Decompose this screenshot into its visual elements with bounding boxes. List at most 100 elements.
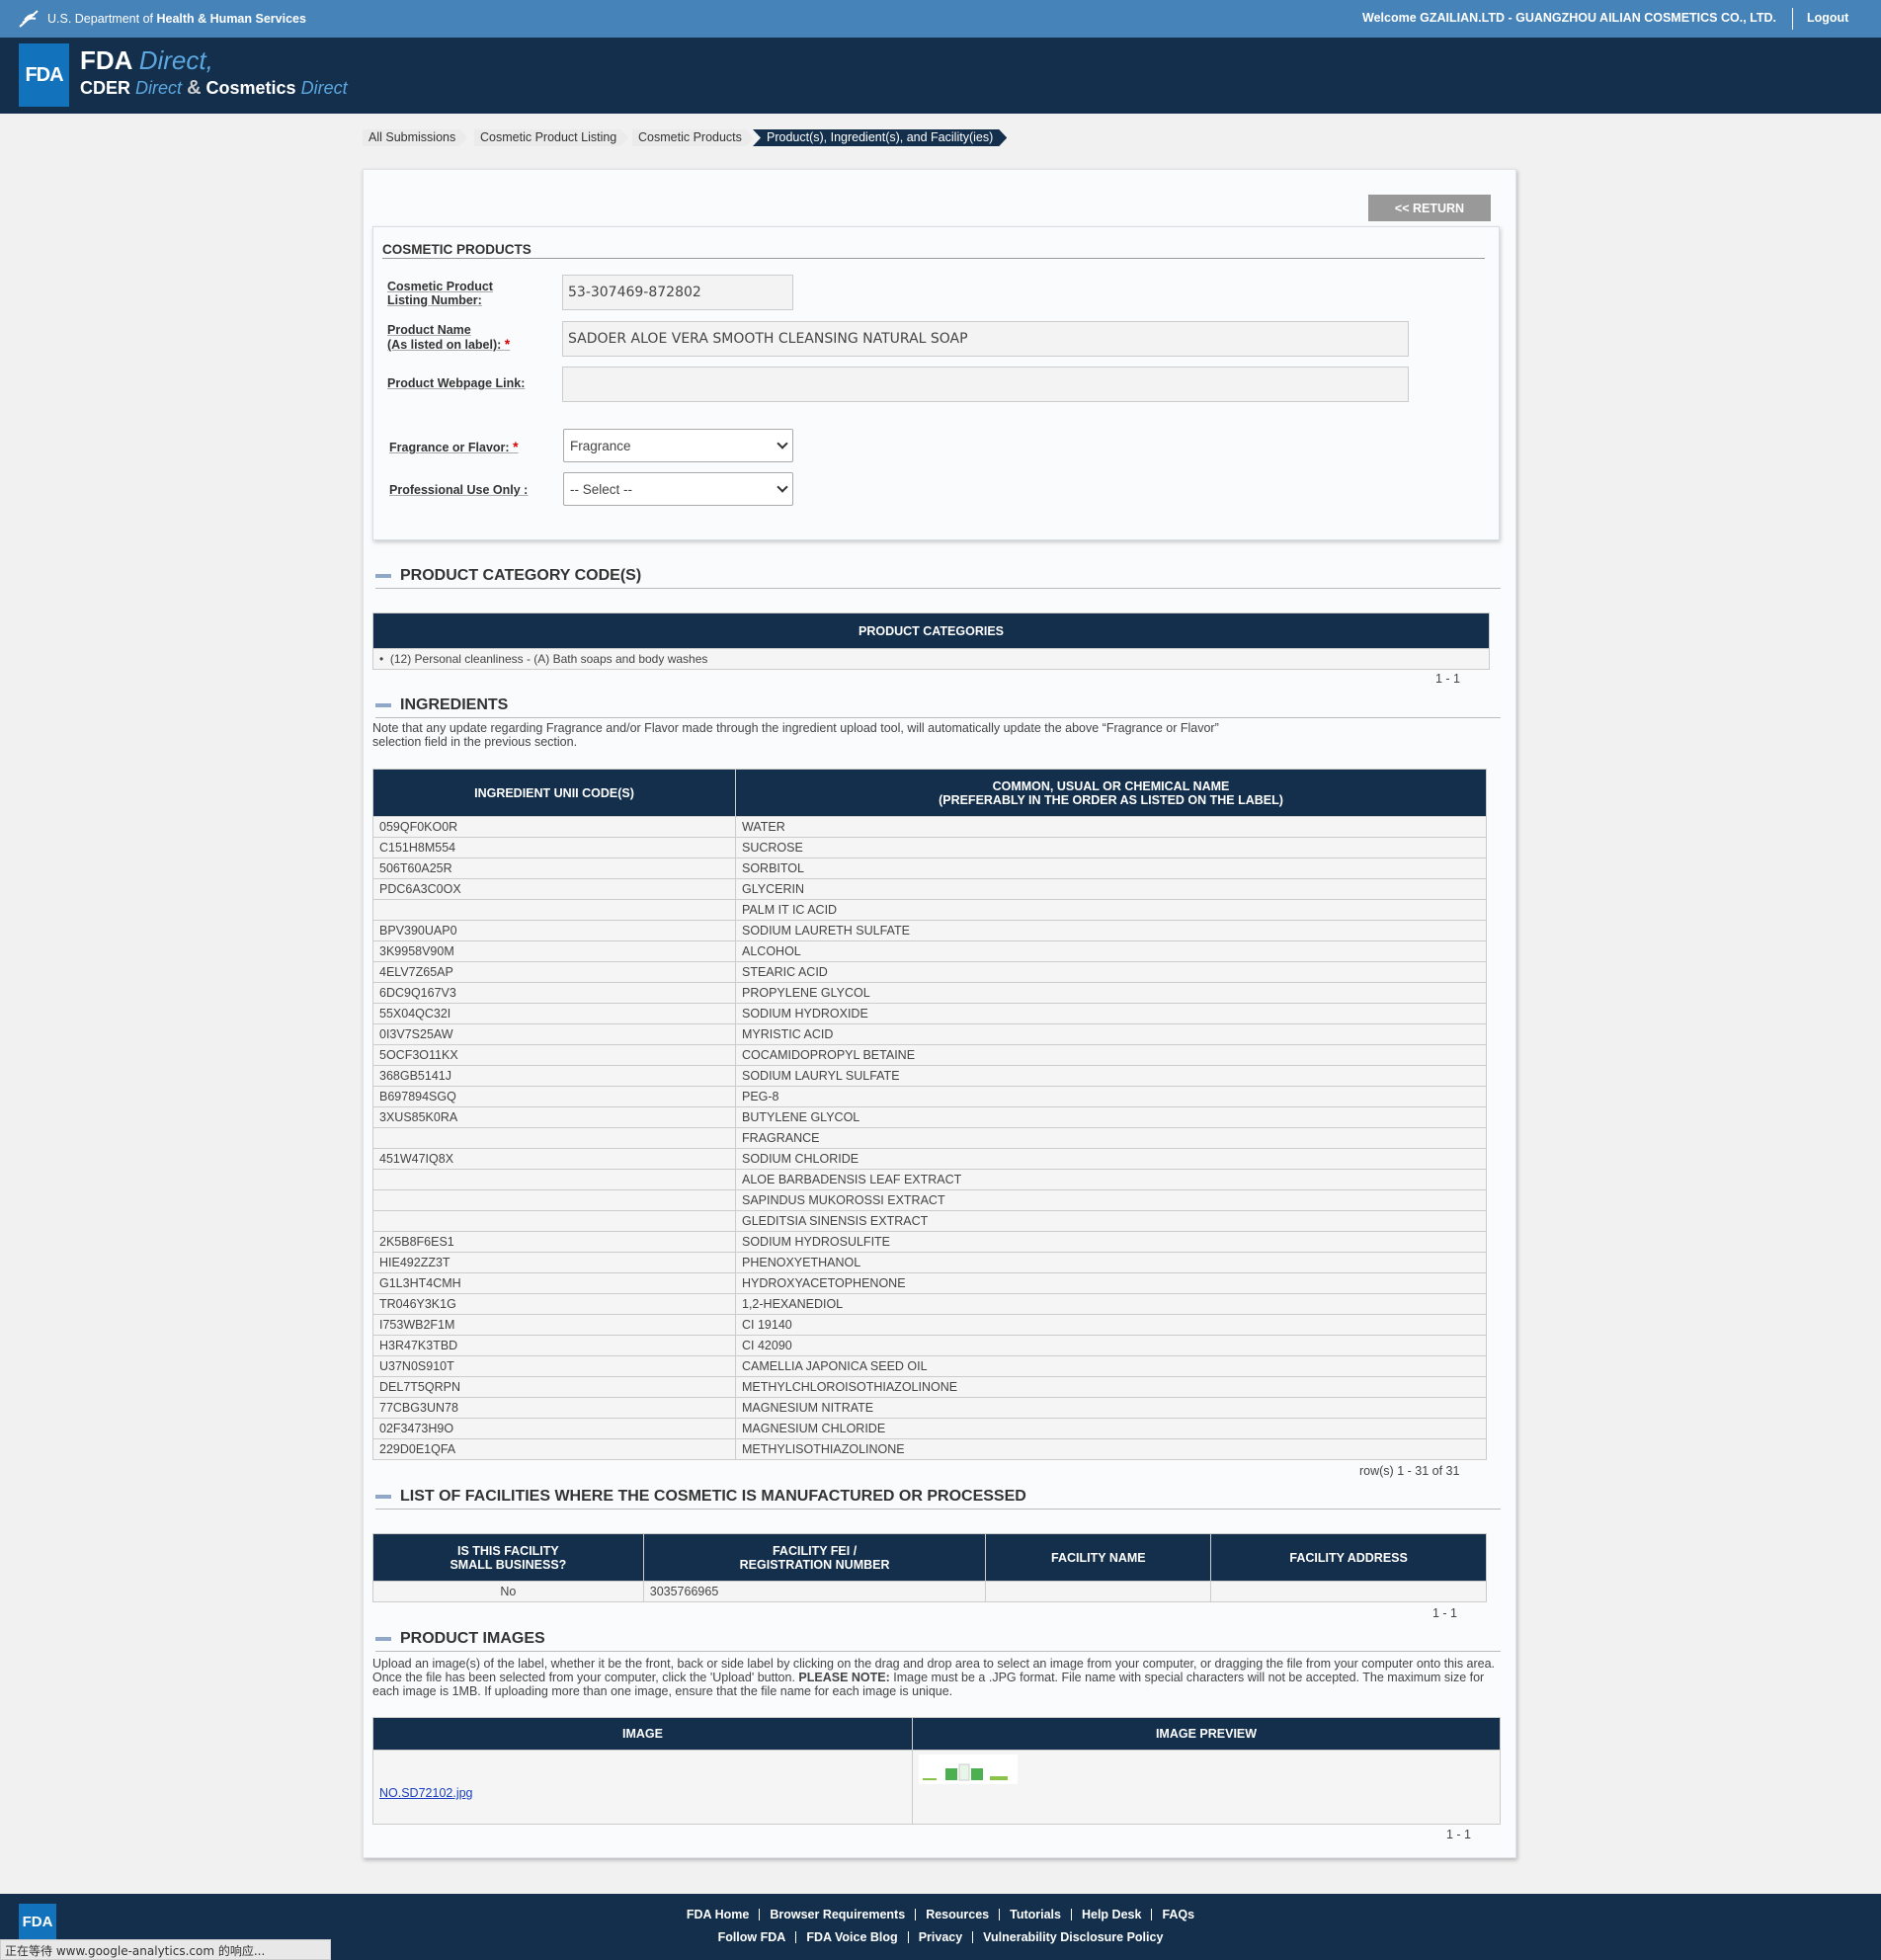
table-cell: 6DC9Q167V3 xyxy=(372,982,736,1004)
table-cell: SODIUM HYDROSULFITE xyxy=(735,1231,1487,1253)
table-cell: 2K5B8F6ES1 xyxy=(372,1231,736,1253)
footer-link[interactable]: Privacy xyxy=(907,1931,972,1943)
table-row: DEL7T5QRPN METHYLCHLOROISOTHIAZOLINONE xyxy=(372,1376,1487,1398)
breadcrumb-item[interactable]: Cosmetic Product Listing xyxy=(474,129,628,146)
images-table: IMAGE IMAGE PREVIEW NO.SD72102.jpg xyxy=(372,1717,1501,1825)
label-line: (As listed on label): xyxy=(387,338,502,352)
table-row: BPV390UAP0 SODIUM LAURETH SULFATE xyxy=(372,920,1487,941)
table-cell xyxy=(372,1169,736,1190)
footer-link[interactable]: Resources xyxy=(915,1909,999,1920)
table-header: FACILITY ADDRESS xyxy=(1210,1533,1487,1582)
footer-link[interactable]: Tutorials xyxy=(999,1909,1071,1920)
field-label: Product Webpage Link: xyxy=(387,376,526,390)
table-cell: PHENOXYETHANOL xyxy=(735,1252,1487,1273)
table-cell: PEG-8 xyxy=(735,1086,1487,1107)
logout-link[interactable]: Logout xyxy=(1807,11,1849,25)
table-cell xyxy=(372,1189,736,1211)
table-header: PRODUCT CATEGORIES xyxy=(372,612,1490,649)
table-cell: 0I3V7S25AW xyxy=(372,1023,736,1045)
table-cell: 77CBG3UN78 xyxy=(372,1397,736,1419)
footer-link[interactable]: Follow FDA xyxy=(717,1930,786,1944)
table-cell: 506T60A25R xyxy=(372,858,736,879)
table-cell: 5OCF3O11KX xyxy=(372,1044,736,1066)
webpage-link-field[interactable] xyxy=(562,367,1409,402)
professional-use-select[interactable]: -- Select -- xyxy=(563,472,793,506)
table-row: 229D0E1QFA METHYLISOTHIAZOLINONE xyxy=(372,1438,1487,1460)
table-row: 5OCF3O11KX COCAMIDOPROPYL BETAINE xyxy=(372,1044,1487,1066)
fda-direct: Direct, xyxy=(138,45,213,75)
agency-name: Health & Human Services xyxy=(156,12,306,26)
cder-text: CDER xyxy=(80,78,131,98)
table-row: 4ELV7Z65AP STEARIC ACID xyxy=(372,961,1487,983)
table-cell: SODIUM CHLORIDE xyxy=(735,1148,1487,1170)
table-cell: METHYLISOTHIAZOLINONE xyxy=(735,1438,1487,1460)
file-link[interactable]: NO.SD72102.jpg xyxy=(379,1786,473,1800)
product-name-field[interactable]: SADOER ALOE VERA SMOOTH CLEANSING NATURA… xyxy=(562,321,1409,357)
images-instructions: Upload an image(s) of the label, whether… xyxy=(372,1657,1503,1698)
footer: FDA FDA Home Browser Requirements Resource… xyxy=(0,1894,1881,1960)
table-header: IMAGE PREVIEW xyxy=(912,1717,1501,1751)
table-cell xyxy=(912,1750,1501,1825)
header-line: IS THIS FACILITY xyxy=(456,1543,559,1558)
table-row: TR046Y3K1G 1,2-HEXANEDIOL xyxy=(372,1293,1487,1315)
table-cell: 451W47IQ8X xyxy=(372,1148,736,1170)
table-row: 77CBG3UN78 MAGNESIUM NITRATE xyxy=(372,1397,1487,1419)
section-header: PRODUCT IMAGES xyxy=(375,1630,1501,1652)
category-table: PRODUCT CATEGORIES • (12) Personal clean… xyxy=(372,612,1490,670)
pager: 1 - 1 xyxy=(1446,1828,1472,1841)
table-row: 0I3V7S25AW MYRISTIC ACID xyxy=(372,1023,1487,1045)
table-cell: SODIUM LAURETH SULFATE xyxy=(735,920,1487,941)
table-row: H3R47K3TBD CI 42090 xyxy=(372,1335,1487,1356)
table-cell: ALOE BARBADENSIS LEAF EXTRACT xyxy=(735,1169,1487,1190)
table-row: PALM IT IC ACID xyxy=(372,899,1487,921)
cder-direct: Direct xyxy=(135,78,183,98)
table-cell: GLYCERIN xyxy=(735,878,1487,900)
footer-link[interactable]: FDA Voice Blog xyxy=(795,1931,907,1943)
fragrance-select[interactable]: Fragrance xyxy=(563,429,793,462)
table-cell: PALM IT IC ACID xyxy=(735,899,1487,921)
breadcrumb-item[interactable]: All Submissions xyxy=(363,129,467,146)
hhs-logo xyxy=(19,10,39,28)
table-cell: 368GB5141J xyxy=(372,1065,736,1087)
table-cell: TR046Y3K1G xyxy=(372,1293,736,1315)
table-row: 3XUS85K0RA BUTYLENE GLYCOL xyxy=(372,1106,1487,1128)
table-cell: PDC6A3C0OX xyxy=(372,878,736,900)
text: Image must be a .JPG format. File name w… xyxy=(372,1671,1485,1698)
status-bar: 正在等待 www.google-analytics.com 的响应... xyxy=(0,1939,331,1960)
field-label: Product Name (As listed on label): * xyxy=(387,323,510,352)
table-cell: 1,2-HEXANEDIOL xyxy=(735,1293,1487,1315)
table-header: IMAGE xyxy=(372,1717,913,1751)
table-cell: SAPINDUS MUKOROSSI EXTRACT xyxy=(735,1189,1487,1211)
table-row: No 3035766965 xyxy=(372,1581,1487,1602)
footer-link[interactable]: FAQs xyxy=(1151,1909,1204,1920)
breadcrumb-item[interactable]: Cosmetic Products xyxy=(632,129,754,146)
cosmetics-direct: Direct xyxy=(300,78,348,98)
footer-link[interactable]: Help Desk xyxy=(1070,1909,1151,1920)
table-cell: SODIUM LAURYL SULFATE xyxy=(735,1065,1487,1087)
table-row: 6DC9Q167V3 PROPYLENE GLYCOL xyxy=(372,982,1487,1004)
return-button[interactable]: << RETURN xyxy=(1368,195,1491,221)
header-line: REGISTRATION NUMBER xyxy=(739,1557,890,1572)
table-cell: MAGNESIUM NITRATE xyxy=(735,1397,1487,1419)
footer-link[interactable]: Browser Requirements xyxy=(759,1909,915,1920)
table-cell: 02F3473H9O xyxy=(372,1418,736,1439)
footer-logo: FDA xyxy=(19,1904,56,1940)
table-cell: PROPYLENE GLYCOL xyxy=(735,982,1487,1004)
note-label: PLEASE NOTE: xyxy=(798,1671,890,1684)
table-cell: • (12) Personal cleanliness - (A) Bath s… xyxy=(372,648,1490,670)
table-cell: 55X04QC32I xyxy=(372,1003,736,1024)
table-cell: B697894SGQ xyxy=(372,1086,736,1107)
table-row: 506T60A25R SORBITOL xyxy=(372,858,1487,879)
table-row: I753WB2F1M CI 19140 xyxy=(372,1314,1487,1336)
table-cell: 3035766965 xyxy=(642,1581,987,1602)
header: FDA FDA Direct, CDER Direct & Cosmetics … xyxy=(0,38,1881,114)
section-header: LIST OF FACILITIES WHERE THE COSMETIC IS… xyxy=(375,1488,1501,1510)
label-line: Product Name xyxy=(387,323,471,337)
footer-link[interactable]: Vulnerability Disclosure Policy xyxy=(972,1931,1173,1943)
footer-link[interactable]: FDA Home xyxy=(686,1908,750,1921)
table-cell: GLEDITSIA SINENSIS EXTRACT xyxy=(735,1210,1487,1232)
table-row: 02F3473H9O MAGNESIUM CHLORIDE xyxy=(372,1418,1487,1439)
image-thumbnail xyxy=(919,1755,1018,1784)
fda-text: FDA xyxy=(80,45,132,75)
table-cell xyxy=(372,1210,736,1232)
